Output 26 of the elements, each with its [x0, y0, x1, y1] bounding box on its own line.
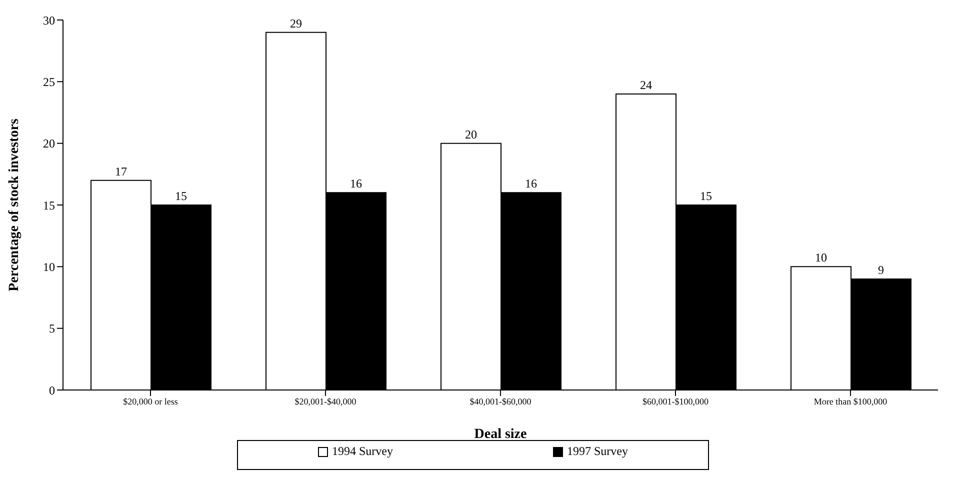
y-tick-label: 15 [43, 198, 55, 212]
x-tick-label: More than $100,000 [814, 396, 888, 406]
x-axis-title: Deal size [474, 427, 527, 442]
data-label: 29 [290, 16, 302, 30]
x-tick-label: $40,001-$60,000 [470, 396, 532, 406]
y-tick-label: 5 [49, 322, 55, 336]
x-tick-label: $20,000 or less [123, 396, 178, 406]
x-tick-label: $20,001-$40,000 [294, 396, 357, 406]
data-label: 16 [350, 176, 362, 191]
data-label: 15 [175, 189, 187, 203]
legend-label: 1994 Survey [331, 444, 393, 459]
y-tick-label: 30 [43, 13, 55, 28]
y-axis-title: Percentage of stock investors [6, 118, 22, 292]
x-tick-label: $60,001-$100,000 [642, 396, 709, 406]
y-tick-label: 10 [43, 260, 55, 274]
data-label: 20 [465, 127, 477, 142]
y-tick-label: 20 [43, 136, 55, 151]
data-label: 9 [878, 263, 884, 277]
data-label: 15 [700, 189, 712, 203]
data-label: 24 [640, 78, 652, 92]
y-tick-label: 0 [49, 383, 55, 398]
data-label: 10 [815, 250, 827, 265]
legend-label: 1997 Survey [566, 444, 628, 459]
y-tick-label: 25 [43, 74, 55, 89]
data-label: 16 [525, 176, 537, 191]
data-label: 17 [115, 164, 127, 178]
